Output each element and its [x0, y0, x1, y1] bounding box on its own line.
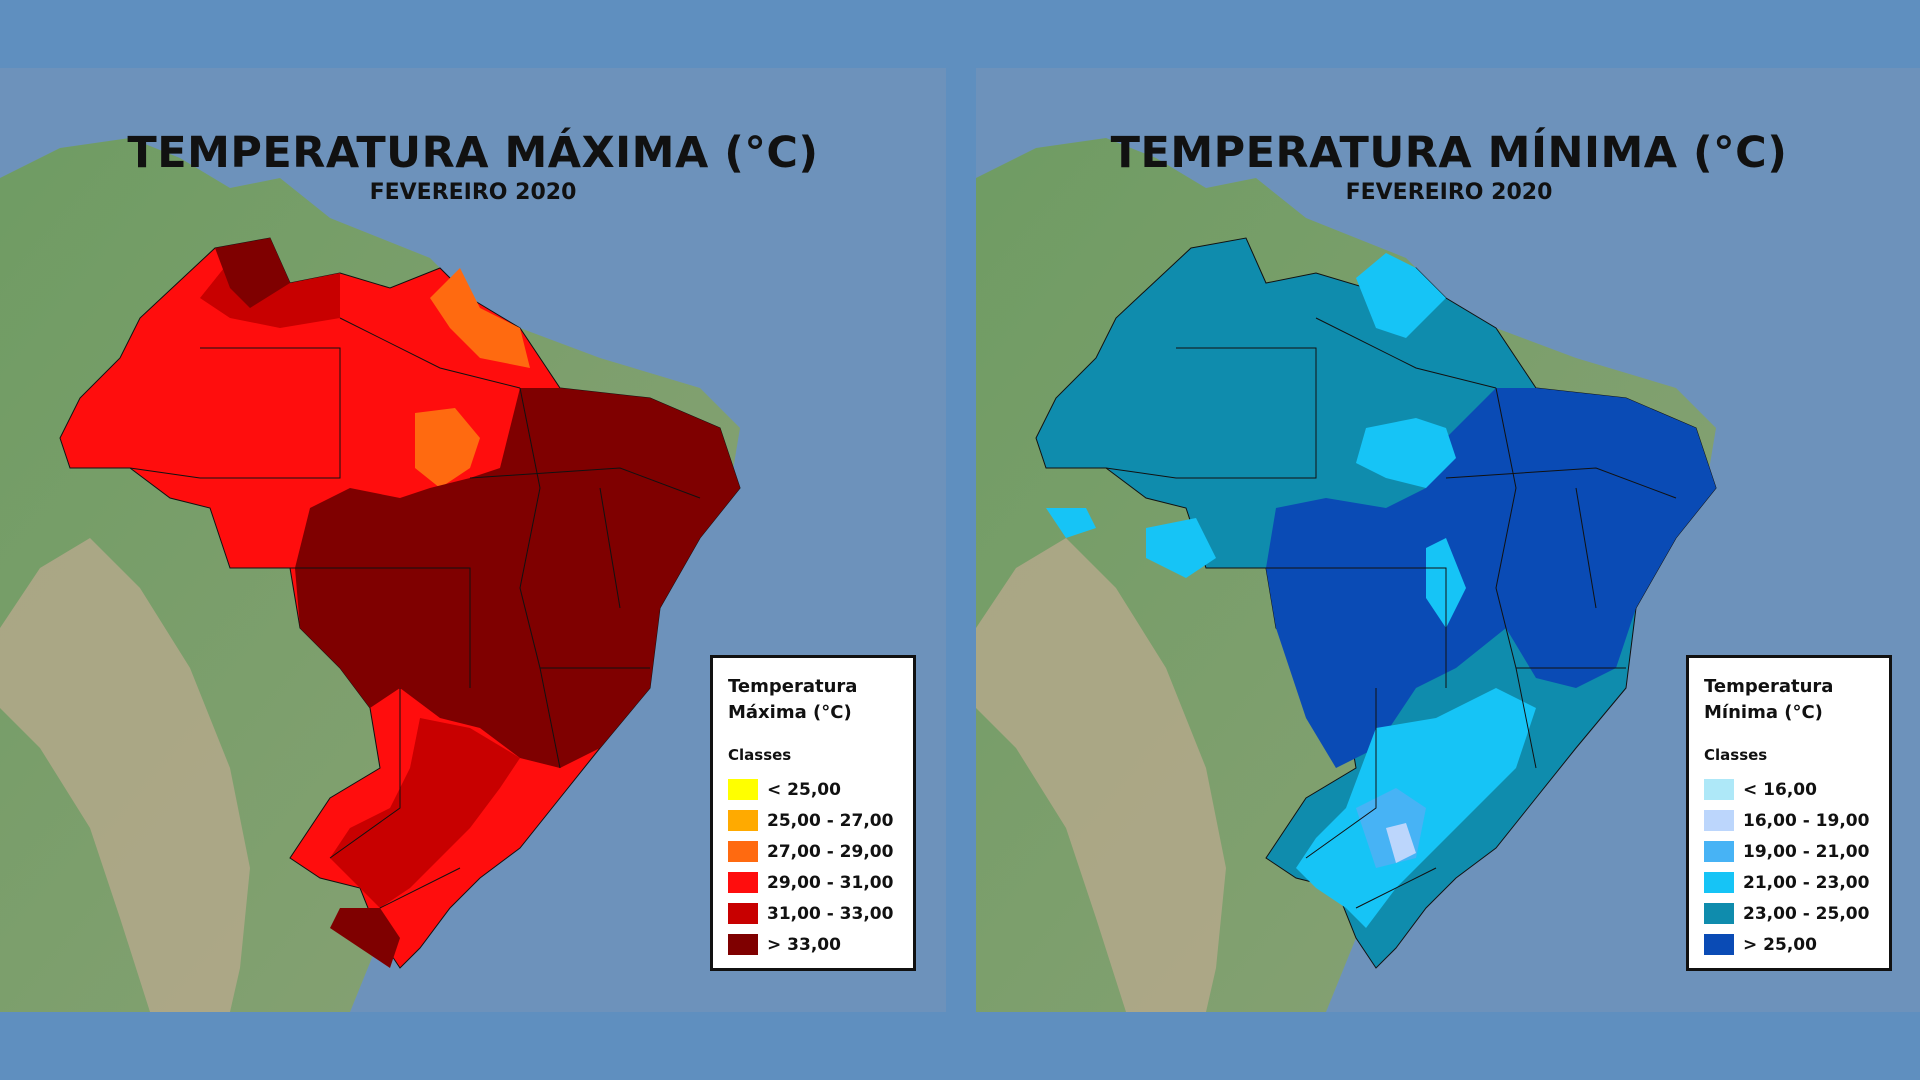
- legend-classes-label: Classes: [1704, 746, 1768, 764]
- brazil-region-21-23: [1046, 253, 1536, 928]
- brazil-region-27-29: [415, 268, 530, 488]
- brazil-region-16-19: [1386, 823, 1416, 863]
- legend-item: 21,00 - 23,00: [1704, 867, 1875, 898]
- brazil-region-over-33: [295, 388, 740, 768]
- legend-item: 29,00 - 31,00: [728, 867, 899, 898]
- andes-mountains: [0, 538, 250, 1012]
- legend-item: > 25,00: [1704, 929, 1875, 960]
- legend-swatch-teal: [1704, 903, 1734, 924]
- legend-label: > 33,00: [767, 934, 841, 955]
- brazil-region-over-25: [1266, 388, 1716, 768]
- legend-item: 16,00 - 19,00: [1704, 805, 1875, 836]
- map-subtitle-maximum: FEVEREIRO 2020: [369, 180, 577, 205]
- brazil-region-31-33-south: [330, 718, 520, 908]
- legend-item: < 25,00: [728, 774, 899, 805]
- legend-swatch-maroon: [728, 934, 758, 955]
- legend-item: 31,00 - 33,00: [728, 898, 899, 929]
- legend-label: 25,00 - 27,00: [767, 810, 894, 831]
- legend-classes-label: Classes: [728, 746, 792, 764]
- legend-swatch-lavender: [1704, 810, 1734, 831]
- legend-item: 19,00 - 21,00: [1704, 836, 1875, 867]
- legend-title-line2: Máxima (°C): [728, 702, 852, 723]
- map-subtitle-minimum: FEVEREIRO 2020: [1345, 180, 1553, 205]
- map-panel-minimum: TEMPERATURA MÍNIMA (°C) FEVEREIRO 2020 T…: [976, 68, 1920, 1012]
- legend-item: 23,00 - 25,00: [1704, 898, 1875, 929]
- legend-swatch-red: [728, 872, 758, 893]
- legend-label: 29,00 - 31,00: [767, 872, 894, 893]
- legend-swatch-sky-blue: [1704, 841, 1734, 862]
- legend-swatch-light-orange: [728, 810, 758, 831]
- legend-label: 19,00 - 21,00: [1743, 841, 1870, 862]
- legend-swatch-cyan: [1704, 872, 1734, 893]
- andes-mountains: [976, 538, 1226, 1012]
- legend-label: 23,00 - 25,00: [1743, 903, 1870, 924]
- map-minimum: [976, 68, 1920, 1012]
- legend-minimum: Temperatura Mínima (°C) Classes < 16,00 …: [1686, 655, 1892, 971]
- legend-label: 27,00 - 29,00: [767, 841, 894, 862]
- legend-item: 25,00 - 27,00: [728, 805, 899, 836]
- legend-label: < 16,00: [1743, 779, 1817, 800]
- legend-swatch-orange: [728, 841, 758, 862]
- legend-swatch-pale-cyan: [1704, 779, 1734, 800]
- legend-label: 16,00 - 19,00: [1743, 810, 1870, 831]
- legend-item: < 16,00: [1704, 774, 1875, 805]
- brazil-region-over-33-north: [215, 238, 290, 308]
- legend-item: 27,00 - 29,00: [728, 836, 899, 867]
- map-title-minimum: TEMPERATURA MÍNIMA (°C): [1110, 128, 1788, 178]
- legend-title-line1: Temperatura: [728, 676, 858, 697]
- legend-maximum: Temperatura Máxima (°C) Classes < 25,00 …: [710, 655, 916, 971]
- state-borders: [129, 317, 701, 909]
- legend-title-line2: Mínima (°C): [1704, 702, 1823, 723]
- legend-label: > 25,00: [1743, 934, 1817, 955]
- legend-swatch-yellow: [728, 779, 758, 800]
- state-borders: [1105, 317, 1677, 909]
- legend-title-line1: Temperatura: [1704, 676, 1834, 697]
- legend-item: > 33,00: [728, 929, 899, 960]
- legend-label: 21,00 - 23,00: [1743, 872, 1870, 893]
- map-panel-maximum: TEMPERATURA MÁXIMA (°C) FEVEREIRO 2020 T…: [0, 68, 946, 1012]
- map-title-maximum: TEMPERATURA MÁXIMA (°C): [127, 128, 819, 178]
- brazil-region-over-33-south: [330, 908, 400, 968]
- legend-swatch-dark-red: [728, 903, 758, 924]
- legend-label: 31,00 - 33,00: [767, 903, 894, 924]
- map-maximum: [0, 68, 946, 1012]
- legend-swatch-dark-blue: [1704, 934, 1734, 955]
- legend-label: < 25,00: [767, 779, 841, 800]
